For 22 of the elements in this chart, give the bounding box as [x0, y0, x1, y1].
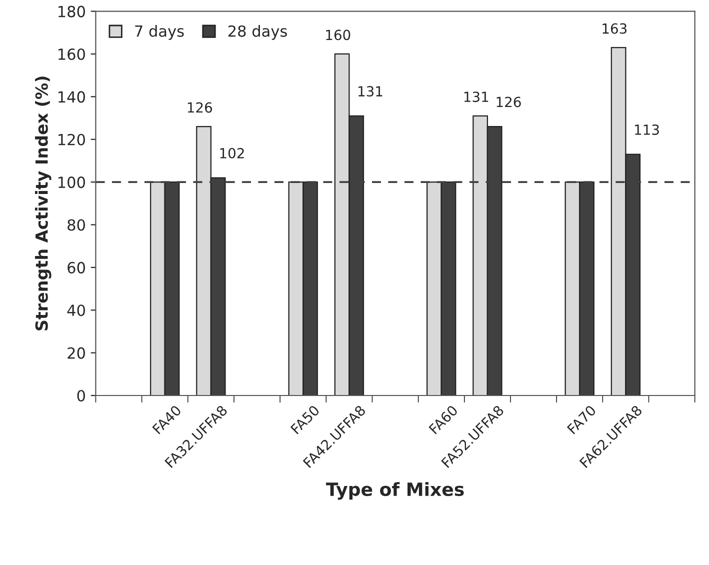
- y-tick-label: 140: [58, 91, 85, 103]
- y-tick-label: 20: [68, 347, 85, 359]
- y-tick-label: 40: [67, 304, 85, 316]
- y-tick-label: 180: [58, 6, 85, 18]
- y-tick-label: 100: [58, 176, 85, 188]
- data-label: 131: [358, 86, 382, 97]
- legend-label: 7 days: [135, 25, 184, 40]
- y-tick-label: 120: [58, 134, 85, 146]
- y-tick-label: 160: [58, 48, 85, 60]
- y-tick-label: 80: [68, 219, 85, 231]
- y-axis-title: Strength Activity Index (%): [35, 76, 52, 330]
- y-tick-label: 60: [68, 262, 85, 274]
- y-tick-label: 0: [77, 390, 85, 402]
- legend-label: 28 days: [228, 25, 287, 40]
- data-label: 131: [464, 92, 488, 102]
- data-label: 126: [496, 96, 521, 108]
- data-label: 113: [634, 124, 659, 135]
- data-label: 102: [220, 148, 244, 158]
- data-label: 126: [188, 102, 212, 113]
- data-label: 160: [326, 30, 350, 40]
- data-label: 163: [602, 23, 627, 34]
- x-axis-title: Type of Mixes: [326, 482, 464, 500]
